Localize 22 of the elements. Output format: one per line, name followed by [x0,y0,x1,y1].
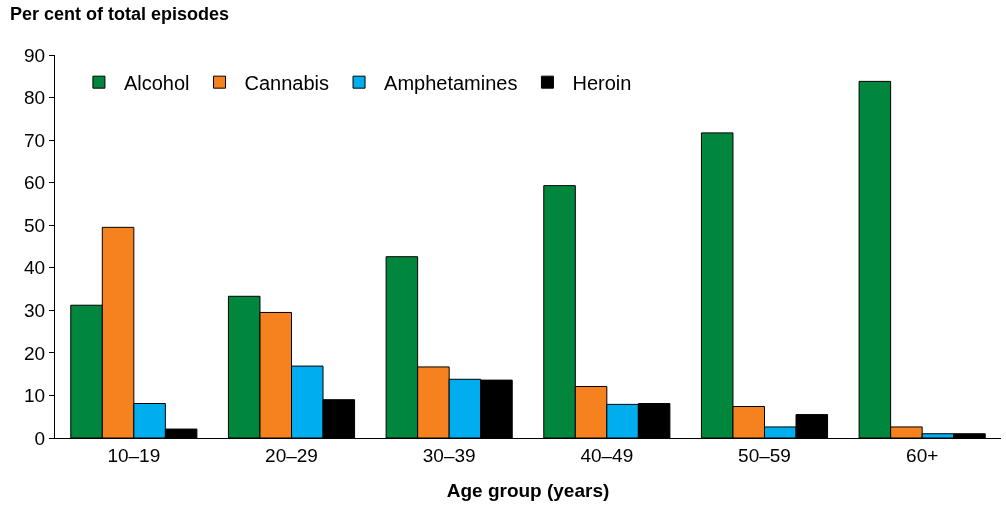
x-tick-label: 30–39 [422,444,476,466]
x-tick-label: 50–59 [738,444,791,466]
y-tick-label: 10 [24,385,46,407]
legend-label: Alcohol [123,71,190,94]
y-tick-label: 60 [24,172,46,194]
y-tick-label: 0 [34,427,46,449]
x-tick-label: 40–49 [580,444,634,466]
x-tick-label: 60+ [906,444,939,466]
y-tick-label: 30 [24,299,46,321]
legend-label: Heroin [572,71,632,94]
y-tick-label: 50 [24,214,46,236]
x-tick-label: 20–29 [265,444,318,466]
y-tick-label: 40 [24,257,46,279]
y-tick-label: 90 [24,44,46,66]
y-tick-label: 80 [24,87,46,109]
chart-title: Per cent of total episodes [10,4,230,25]
x-axis-title: Age group (years) [446,479,610,501]
y-tick-label: 70 [24,129,46,151]
legend-label: Amphetamines [384,71,518,94]
legend-label: Cannabis [244,71,330,94]
x-tick-label: 10–19 [107,444,161,466]
y-tick-label: 20 [24,342,46,364]
